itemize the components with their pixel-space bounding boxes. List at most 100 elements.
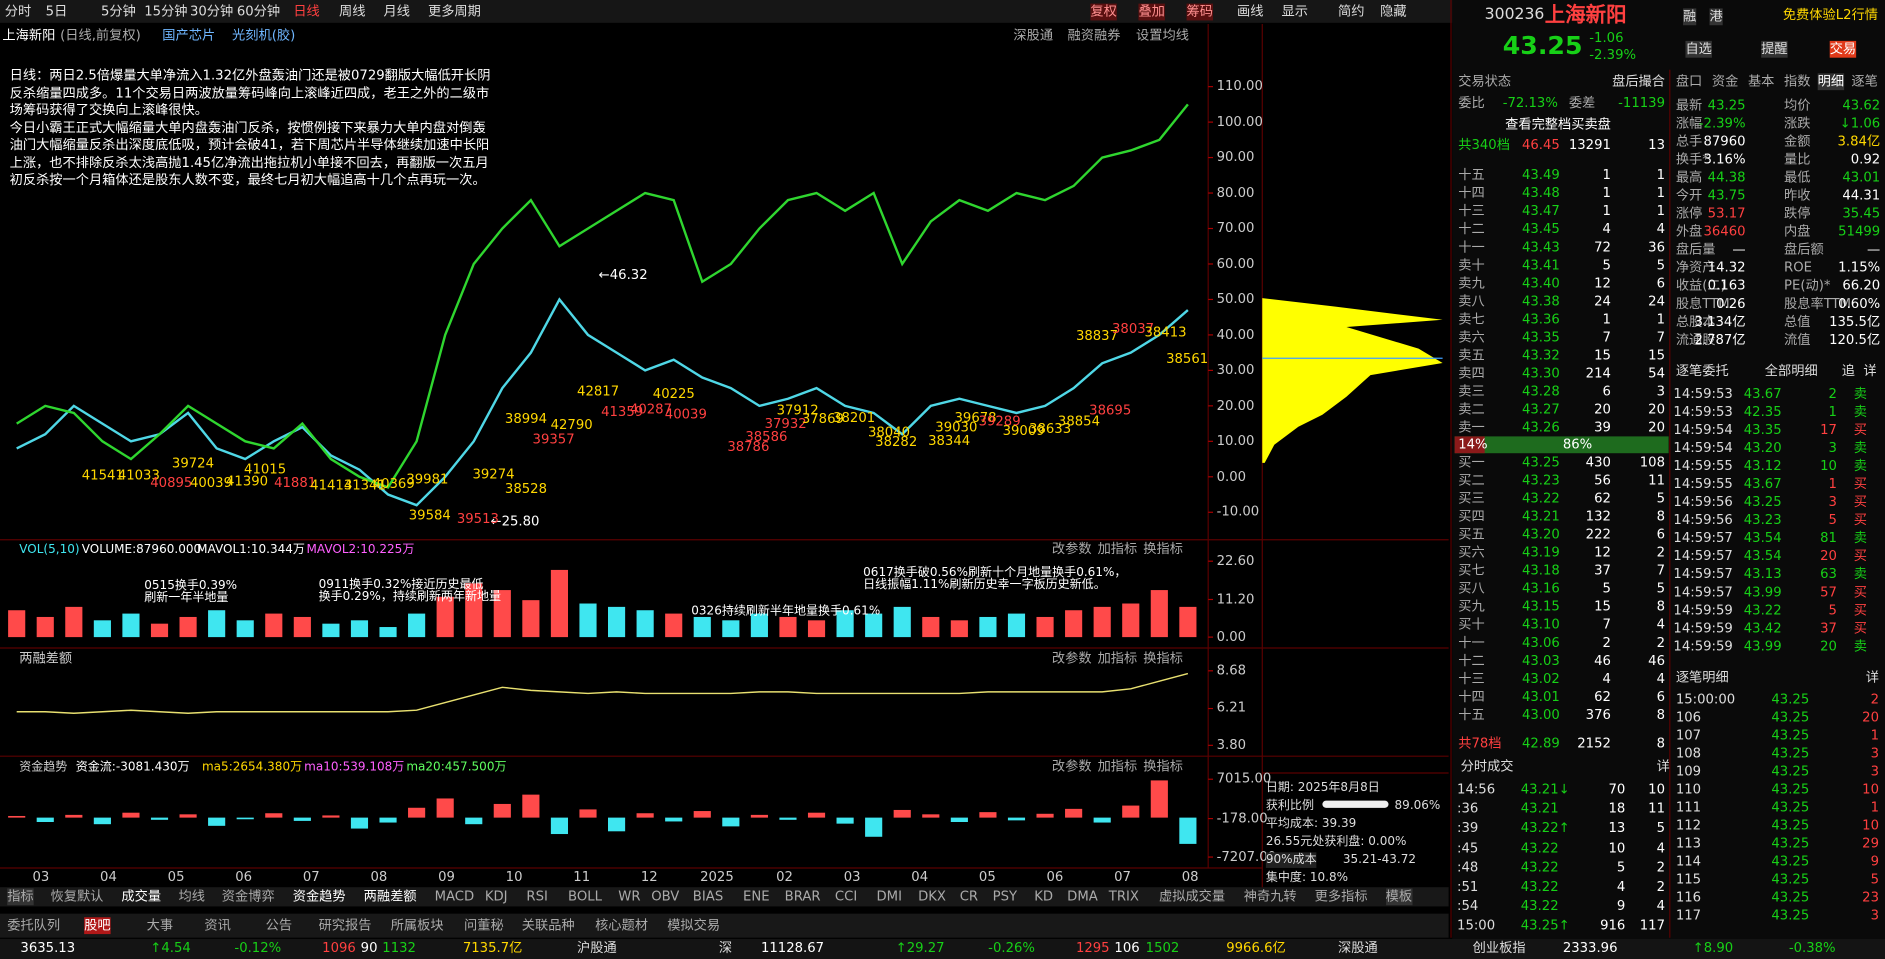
indicator-tab[interactable]: KD (1034, 888, 1054, 905)
info-tab[interactable]: 问董秘 (464, 917, 504, 933)
indicator-tab[interactable]: KDJ (484, 888, 508, 905)
link[interactable]: 融资融券 (1067, 27, 1121, 44)
pane-button[interactable]: 加指标 (1097, 540, 1138, 557)
indicator-tab[interactable]: BIAS (692, 888, 724, 905)
dropdown[interactable]: 全部明细 (1764, 363, 1818, 379)
indicator-tab[interactable]: TRIX (1108, 888, 1139, 905)
indicator-tab[interactable]: CCI (834, 888, 858, 905)
info-tab[interactable]: 研究报告 (318, 917, 372, 933)
tab[interactable]: 明细 (1817, 73, 1845, 91)
dropdown[interactable]: 90%成本 (1265, 851, 1317, 868)
indicator-tab[interactable]: OBV (651, 888, 680, 905)
bar (265, 813, 283, 818)
tab[interactable]: 逐笔 (1851, 73, 1878, 89)
info-tab[interactable]: 委托队列 (7, 917, 61, 933)
bar (579, 809, 597, 818)
period-button[interactable]: 更多周期 (427, 3, 481, 20)
x-tick-label: 09 (438, 869, 455, 885)
indicator-tab[interactable]: 两融差额 (363, 888, 417, 905)
info-tab[interactable]: 股吧 (84, 917, 111, 935)
indicator-tab[interactable]: RSI (526, 888, 548, 905)
tag[interactable]: 国产芯片 (162, 27, 216, 44)
indicator-tab[interactable]: BRAR (784, 888, 821, 905)
indicator-tab[interactable]: 资金趋势 (292, 888, 346, 905)
indicator-tab[interactable]: 成交量 (121, 888, 162, 905)
period-button[interactable]: 5分钟 (100, 3, 136, 20)
label: 62 (1594, 688, 1611, 705)
label: 0.60% (1838, 295, 1881, 312)
pane-button[interactable]: 改参数 (1051, 758, 1092, 775)
indicator-tab[interactable]: DMI (876, 888, 903, 905)
tab[interactable]: 基本 (1747, 73, 1775, 89)
period-button[interactable]: 日线 (293, 3, 320, 20)
button[interactable]: 详 (1863, 363, 1877, 379)
button[interactable]: 详 (1656, 758, 1670, 775)
info-tab[interactable]: 公告 (265, 917, 293, 933)
period-button[interactable]: 周线 (339, 3, 366, 20)
period-button[interactable]: 月线 (383, 3, 410, 20)
indicator-tab[interactable]: 均线 (178, 888, 205, 905)
pane-button[interactable]: 加指标 (1097, 650, 1138, 667)
status-item: ↑4.54 (150, 940, 191, 956)
label: 股息率TTM (1784, 295, 1852, 312)
label: 43.25 (1521, 454, 1560, 471)
tool-button[interactable]: 隐藏 (1380, 3, 1407, 20)
indicator-tab[interactable]: WR (618, 888, 641, 905)
indicator-tab[interactable]: 神奇九转 (1243, 888, 1297, 905)
period-button[interactable]: 15分钟 (144, 3, 188, 20)
pane-button[interactable]: 换指标 (1143, 540, 1183, 557)
tag[interactable]: 光刻机(胶) (232, 27, 296, 44)
info-tab[interactable]: 资讯 (204, 917, 231, 933)
link[interactable]: 深股通 (1013, 27, 1054, 44)
tab[interactable]: 资金 (1711, 73, 1739, 89)
pane-button[interactable]: 改参数 (1051, 540, 1092, 557)
pane-button[interactable]: 换指标 (1143, 758, 1183, 775)
indicator-tab[interactable]: DKX (918, 888, 947, 905)
button[interactable]: 自选 (1685, 40, 1712, 58)
tool-button[interactable]: 筹码 (1186, 3, 1213, 21)
pane-button[interactable]: 加指标 (1097, 758, 1138, 775)
indicator-tab[interactable]: 更多指标 (1314, 888, 1368, 905)
link[interactable]: 免费体验L2行情 (1782, 7, 1878, 23)
indicator-tab[interactable]: 模板 (1385, 888, 1413, 906)
button[interactable]: 追 (1841, 363, 1855, 379)
button[interactable]: 提醒 (1761, 40, 1788, 58)
label: 10 (1862, 817, 1879, 834)
label: 集中度: 10.8% (1265, 870, 1349, 885)
info-tab[interactable]: 所属板块 (390, 917, 444, 933)
period-button[interactable]: 60分钟 (236, 3, 281, 20)
tool-button[interactable]: 简约 (1338, 3, 1365, 20)
indicator-tab[interactable]: BOLL (568, 888, 603, 905)
tool-button[interactable]: 画线 (1237, 3, 1264, 20)
info-tab[interactable]: 核心题材 (595, 917, 648, 933)
button[interactable]: 交易 (1829, 40, 1857, 58)
indicator-tab[interactable]: ENE (743, 888, 770, 905)
tool-button[interactable]: 复权 (1090, 3, 1117, 21)
pane-button[interactable]: 改参数 (1051, 650, 1092, 667)
indicator-tab[interactable]: CR (959, 888, 979, 905)
link[interactable]: 设置均线 (1136, 27, 1189, 44)
tab[interactable]: 指数 (1784, 73, 1811, 89)
info-tab[interactable]: 大事 (146, 917, 174, 933)
tab[interactable]: 盘口 (1675, 73, 1703, 89)
period-button[interactable]: 30分钟 (189, 3, 234, 20)
button[interactable]: 查看完整档买卖盘 (1505, 116, 1611, 133)
label: 43.25 (1743, 494, 1782, 510)
indicator-tab[interactable]: PSY (992, 888, 1018, 905)
button[interactable]: 详 (1865, 669, 1879, 686)
label: 卖五 (1458, 347, 1485, 364)
indicator-tab[interactable]: 指标 (7, 888, 34, 906)
info-tab[interactable]: 关联品种 (521, 917, 575, 933)
period-button[interactable]: 分时 (4, 3, 32, 20)
period-button[interactable]: 5日 (45, 3, 68, 20)
indicator-tab[interactable]: DMA (1067, 888, 1098, 905)
indicator-tab[interactable]: MACD (434, 888, 475, 905)
tool-button[interactable]: 叠加 (1138, 3, 1165, 21)
info-tab[interactable]: 模拟交易 (667, 917, 721, 933)
pane-button[interactable]: 换指标 (1143, 650, 1183, 667)
label: 十四 (1458, 185, 1485, 201)
indicator-tab[interactable]: 恢复默认 (50, 888, 104, 905)
indicator-tab[interactable]: 资金博弈 (221, 888, 275, 905)
indicator-tab[interactable]: 虚拟成交量 (1159, 888, 1226, 905)
tool-button[interactable]: 显示 (1281, 3, 1308, 20)
